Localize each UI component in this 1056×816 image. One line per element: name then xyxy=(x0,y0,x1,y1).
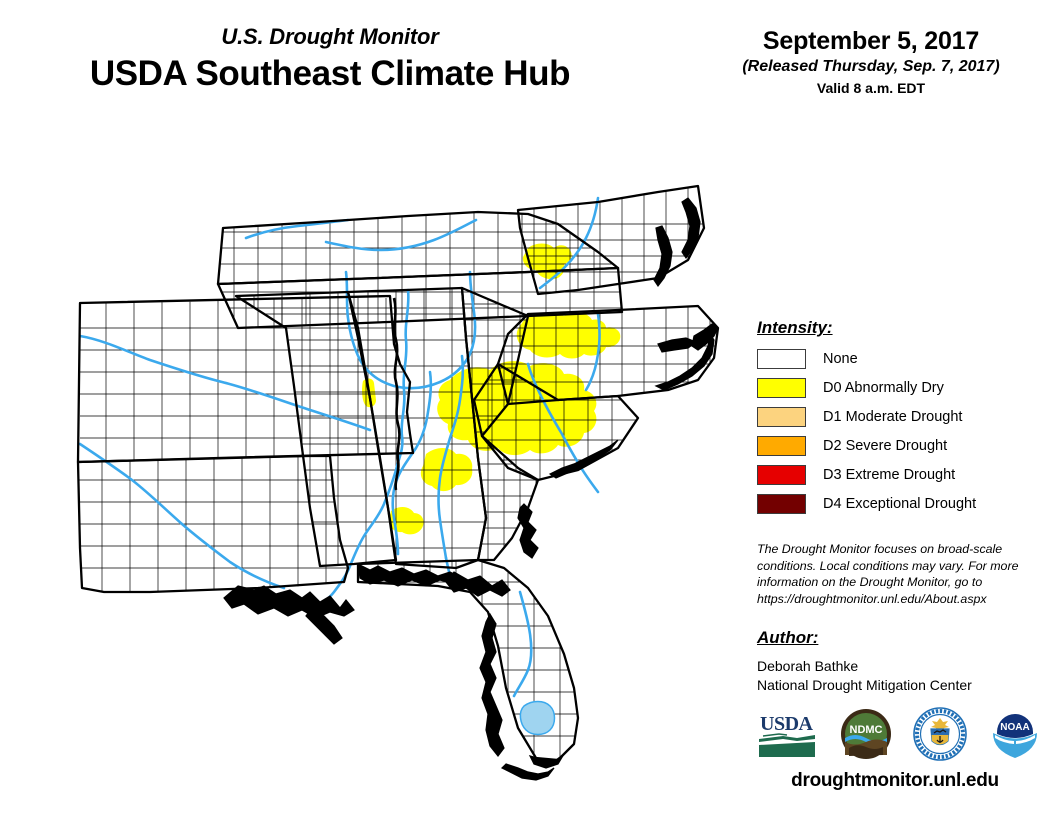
coast-south-carolina xyxy=(548,439,619,479)
author-heading: Author: xyxy=(757,628,819,647)
legend-swatch-d0 xyxy=(757,377,806,398)
legend-label-d2: D2 Severe Drought xyxy=(823,437,948,454)
legend-swatch-d4 xyxy=(757,493,806,514)
state-georgia xyxy=(460,286,540,562)
drought-area-d0-carolinas xyxy=(516,312,621,359)
river-red xyxy=(78,442,286,590)
coast-pamlico-sound xyxy=(657,337,698,353)
author-block: Author: Deborah Bathke National Drought … xyxy=(757,628,1037,695)
release-date: (Released Thursday, Sep. 7, 2017) xyxy=(742,58,1000,76)
noaa-logo-text: NOAA xyxy=(1000,722,1029,733)
legend-title: Intensity: xyxy=(757,318,833,337)
river-layer xyxy=(78,196,601,698)
drought-overlay-layer xyxy=(362,243,621,535)
river-cumberland xyxy=(324,218,478,252)
legend-label-none: None xyxy=(823,350,858,367)
legend-swatch-none xyxy=(757,348,806,369)
map-svg xyxy=(58,168,726,792)
border-mississippi-river-bank xyxy=(392,297,401,491)
legend-item-d0[interactable]: D0 Abnormally Dry xyxy=(757,376,1037,399)
coast-florida-gulf xyxy=(479,612,505,757)
coast-cape-hatteras xyxy=(691,323,719,351)
legend-item-d3[interactable]: D3 Extreme Drought xyxy=(757,463,1037,486)
program-subtitle: U.S. Drought Monitor xyxy=(221,24,439,49)
legend-item-d1[interactable]: D1 Moderate Drought xyxy=(757,405,1037,428)
date-block: September 5, 2017 (Released Thursday, Se… xyxy=(690,28,1052,96)
usda-logo-text: USDA xyxy=(760,713,814,735)
map-date: September 5, 2017 xyxy=(762,27,980,55)
author-name: Deborah Bathke xyxy=(757,658,859,674)
legend-swatch-d3 xyxy=(757,464,806,485)
legend-label-d4: D4 Exceptional Drought xyxy=(823,495,977,512)
state-florida xyxy=(356,558,580,762)
intensity-legend: Intensity: None D0 Abnormally Dry D1 Mod… xyxy=(757,318,1037,521)
river-savannah xyxy=(526,362,600,494)
legend-label-d1: D1 Moderate Drought xyxy=(823,408,963,425)
lake-okeechobee xyxy=(519,700,556,736)
river-chattahoochee xyxy=(437,354,465,560)
coast-mississippi-delta xyxy=(305,607,343,645)
coast-georgia xyxy=(517,503,539,559)
drought-area-d0-south-georgia xyxy=(420,448,473,492)
river-st-johns xyxy=(512,590,533,698)
ndmc-logo[interactable]: NDMC xyxy=(840,708,892,760)
coast-chesapeake-bay xyxy=(653,225,673,288)
legend-item-d2[interactable]: D2 Severe Drought xyxy=(757,434,1037,457)
page-title: USDA Southeast Climate Hub xyxy=(89,54,571,93)
disclaimer-text: The Drought Monitor focuses on broad-sca… xyxy=(757,542,1019,606)
coast-florida-keys xyxy=(500,763,555,781)
drought-area-d0-north-georgia xyxy=(437,361,597,456)
usda-logo[interactable]: USDA xyxy=(757,709,819,759)
author-organization: National Drought Mitigation Center xyxy=(757,677,972,694)
legend-item-none[interactable]: None xyxy=(757,347,1037,370)
river-james xyxy=(538,196,600,290)
legend-label-d3: D3 Extreme Drought xyxy=(823,466,956,483)
logo-row: USDA NDMC NOAA xyxy=(757,703,1042,765)
river-pee-dee xyxy=(584,312,601,392)
department-of-commerce-seal[interactable] xyxy=(913,707,967,761)
legend-swatch-d1 xyxy=(757,406,806,427)
river-mississippi xyxy=(312,288,410,612)
coast-delmarva xyxy=(681,197,701,260)
state-south-carolina xyxy=(472,362,640,482)
coast-florida-panhandle xyxy=(445,571,511,597)
coast-florida-tip xyxy=(528,753,565,769)
ndmc-logo-text: NDMC xyxy=(850,724,883,736)
state-boundary-layer xyxy=(76,184,720,762)
website-url[interactable]: droughtmonitor.unl.edu xyxy=(791,770,999,791)
coastline-layer xyxy=(223,197,719,781)
legend-label-d0: D0 Abnormally Dry xyxy=(823,379,944,396)
title-block: U.S. Drought Monitor USDA Southeast Clim… xyxy=(0,26,660,94)
state-kentucky xyxy=(216,210,620,286)
river-tennessee xyxy=(344,270,477,390)
legend-swatch-d2 xyxy=(757,435,806,456)
drought-area-d0-alabama-georgia-border xyxy=(388,507,424,535)
legend-item-d4[interactable]: D4 Exceptional Drought xyxy=(757,492,1037,515)
state-louisiana xyxy=(76,454,350,594)
river-alabama xyxy=(391,370,433,556)
coast-gulf-louisiana xyxy=(223,585,355,619)
river-arkansas xyxy=(78,334,372,432)
state-mississippi xyxy=(234,290,398,568)
drought-map[interactable] xyxy=(58,168,726,792)
valid-time: Valid 8 a.m. EDT xyxy=(816,79,926,96)
noaa-logo[interactable]: NOAA xyxy=(988,708,1042,760)
